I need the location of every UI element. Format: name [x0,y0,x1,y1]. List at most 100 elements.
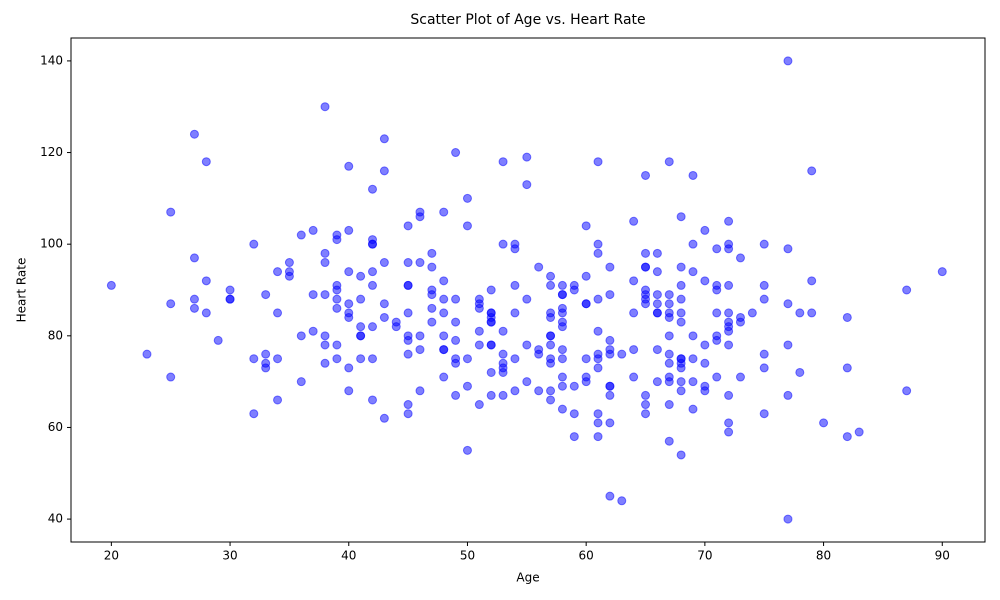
scatter-point [427,303,437,313]
scatter-point [652,267,662,277]
scatter-point [854,427,864,437]
scatter-point [712,335,722,345]
scatter-point [379,166,389,176]
scatter-point [344,267,354,277]
scatter-point [581,377,591,387]
scatter-point [724,244,734,254]
scatter-point [664,331,674,341]
x-tick-label: 30 [222,549,237,563]
scatter-point [652,248,662,258]
scatter-point [201,308,211,318]
scatter-point [641,409,651,419]
y-tick-label: 40 [48,512,63,526]
scatter-point [332,235,342,245]
scatter-point [451,358,461,368]
scatter-point [759,409,769,419]
scatter-point [249,354,259,364]
scatter-point [557,345,567,355]
scatter-point [605,349,615,359]
scatter-point [546,271,556,281]
scatter-point [439,331,449,341]
scatter-point [344,299,354,309]
scatter-point [332,285,342,295]
scatter-point [462,445,472,455]
scatter-point [652,290,662,300]
scatter-point [368,280,378,290]
scatter-point [676,294,686,304]
scatter-point [368,322,378,332]
scatter-point [569,381,579,391]
scatter-point [273,395,283,405]
scatter-point [486,340,496,350]
scatter-point [712,372,722,382]
scatter-point [368,184,378,194]
scatter-point [652,377,662,387]
scatter-point [106,280,116,290]
scatter-point [462,221,472,231]
scatter-point [213,335,223,345]
scatter-point [581,299,591,309]
scatter-point [557,290,567,300]
scatter-point [451,390,461,400]
scatter-point [403,409,413,419]
scatter-point [569,285,579,295]
scatter-point [462,354,472,364]
scatter-point [747,308,757,318]
scatter-point [368,354,378,364]
scatter-point [664,290,674,300]
scatter-point [676,386,686,396]
plot-frame [70,37,986,543]
scatter-point [261,349,271,359]
scatter-point [557,372,567,382]
scatter-point [510,386,520,396]
scatter-point [439,372,449,382]
scatter-point [284,271,294,281]
scatter-point [189,303,199,313]
scatter-point [451,294,461,304]
scatter-point [261,363,271,373]
scatter-point [795,367,805,377]
scatter-point [581,271,591,281]
scatter-point [498,157,508,167]
y-tick-label: 60 [48,420,63,434]
scatter-point [581,221,591,231]
scatter-point [296,331,306,341]
scatter-point [842,363,852,373]
scatter-point [284,258,294,268]
scatter-point [652,299,662,309]
scatter-point [819,418,829,428]
scatter-point [498,390,508,400]
scatter-point [546,386,556,396]
scatter-point [546,358,556,368]
scatter-point [557,354,567,364]
scatter-point [391,322,401,332]
scatter-point [486,390,496,400]
scatter-point [498,239,508,249]
scatter-point [189,129,199,139]
scatter-point [783,390,793,400]
scatter-point [249,239,259,249]
scatter-point [439,207,449,217]
scatter-point [664,436,674,446]
scatter-point [308,225,318,235]
scatter-point [676,377,686,387]
scatter-point [664,400,674,410]
scatter-point [617,349,627,359]
scatter-point [641,299,651,309]
scatter-point [344,225,354,235]
scatter-point [379,299,389,309]
scatter-point [189,294,199,304]
scatter-point [344,312,354,322]
scatter-point [795,308,805,318]
scatter-point [320,290,330,300]
scatter-point [605,491,615,501]
scatter-point [688,354,698,364]
scatter-point [522,377,532,387]
scatter-point [451,317,461,327]
scatter-point [166,372,176,382]
scatter-point [225,285,235,295]
scatter-point [641,248,651,258]
scatter-point [320,102,330,112]
scatter-point [557,280,567,290]
